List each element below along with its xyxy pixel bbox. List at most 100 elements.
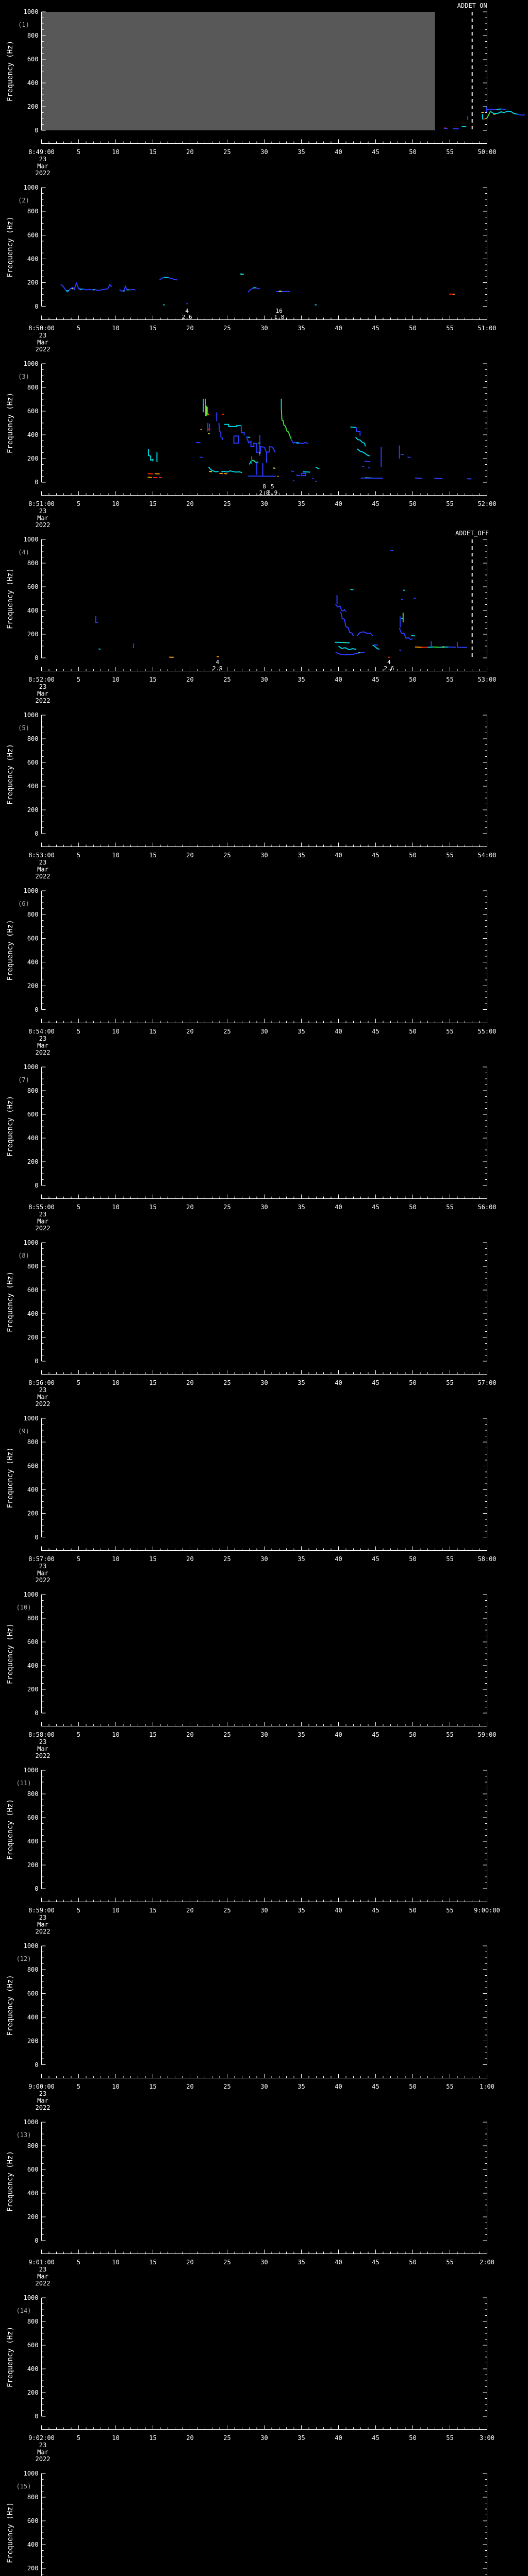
y-tick-label: 600 <box>27 1638 39 1646</box>
y-tick-label: 0 <box>35 2413 38 2420</box>
panel-index-label: (12) <box>16 1955 31 1962</box>
y-tick-label: 400 <box>27 1310 39 1317</box>
event-count-label: 8 <box>262 483 266 490</box>
detection-trace <box>401 599 403 600</box>
y-tick-label: 0 <box>35 2061 38 2069</box>
x-tick-label: 5 <box>77 1555 80 1563</box>
detection-trace <box>98 648 101 650</box>
x-tick-label: 20 <box>186 2259 193 2266</box>
x-axis-start-label: 8:55:00 <box>28 1204 55 1211</box>
x-tick-label: 25 <box>223 1379 230 1386</box>
x-tick-label: 20 <box>186 2083 193 2090</box>
y-tick-label: 1000 <box>24 887 39 894</box>
date-label: 23 <box>39 1211 46 1218</box>
x-tick-label: 20 <box>186 2434 193 2442</box>
detection-trace <box>399 649 402 651</box>
x-tick-label: 35 <box>298 1028 305 1035</box>
x-tick-label: 5 <box>77 2083 80 2090</box>
date-label: 2022 <box>36 1577 51 1583</box>
y-axis-title: Frequency (Hz) <box>6 1623 14 1684</box>
x-tick-label: 5 <box>77 325 80 332</box>
spectrogram-panel-13: 0 200 400 600 800 1000 9:01:00 5 10 15 20 25 30 35 40 4… <box>0 2110 528 2286</box>
x-tick-label: 50 <box>409 1907 416 1914</box>
x-tick-label: 15 <box>149 148 156 156</box>
y-tick-label: 800 <box>27 2142 39 2149</box>
x-axis-end-label: 2:00 <box>480 2259 494 2266</box>
x-tick-label: 45 <box>372 2434 379 2442</box>
y-tick-label: 600 <box>27 759 39 766</box>
date-label: 23 <box>39 2442 46 2449</box>
date-label: 23 <box>39 1738 46 1745</box>
panel-index-label: (1) <box>18 21 29 28</box>
x-axis-start-label: 8:49:00 <box>28 148 55 156</box>
y-tick-label: 200 <box>27 1686 39 1693</box>
x-tick-label: 15 <box>149 1379 156 1386</box>
y-tick-label: 400 <box>27 79 39 87</box>
x-tick-label: 5 <box>77 1731 80 1738</box>
date-label: Mar <box>37 866 48 873</box>
x-tick-label: 25 <box>223 1204 230 1211</box>
panel-index-label: (6) <box>18 900 29 907</box>
x-tick-label: 45 <box>372 325 379 332</box>
x-tick-label: 15 <box>149 500 156 507</box>
detection-trace <box>486 111 491 119</box>
y-tick-label: 200 <box>27 279 39 286</box>
x-tick-label: 15 <box>149 325 156 332</box>
y-tick-label: 1000 <box>24 8 39 15</box>
detection-trace <box>372 644 380 650</box>
detection-trace <box>335 641 350 643</box>
y-tick-label: 800 <box>27 1790 39 1798</box>
x-tick-label: 20 <box>186 852 193 859</box>
date-label: Mar <box>37 2273 48 2280</box>
spectrogram-panel-8: 0 200 400 600 800 1000 8:56:00 5 10 15 20 25 30 35 40 4… <box>0 1231 528 1406</box>
date-label: 2022 <box>36 1752 51 1758</box>
x-tick-label: 55 <box>446 500 453 507</box>
y-tick-label: 400 <box>27 958 39 965</box>
y-tick-label: 200 <box>27 2565 39 2572</box>
panel-index-label: (7) <box>18 1076 29 1083</box>
x-tick-label: 20 <box>186 676 193 683</box>
y-tick-label: 600 <box>27 583 39 590</box>
spectrogram-panel-5: 0 200 400 600 800 1000 8:53:00 5 10 15 20 25 30 35 40 4… <box>0 703 528 879</box>
x-tick-label: 10 <box>112 2259 119 2266</box>
y-tick-label: 800 <box>27 32 39 39</box>
x-tick-label: 35 <box>298 1907 305 1914</box>
y-tick-label: 0 <box>35 1534 38 1541</box>
date-label: Mar <box>37 1745 48 1753</box>
y-tick-label: 400 <box>27 2013 39 2021</box>
detection-trace <box>427 646 434 648</box>
date-label: 2022 <box>36 873 51 879</box>
x-tick-label: 45 <box>372 1379 379 1386</box>
x-tick-label: 25 <box>223 676 230 683</box>
y-tick-label: 200 <box>27 1510 39 1517</box>
y-tick-label: 600 <box>27 935 39 942</box>
y-tick-label: 800 <box>27 911 39 918</box>
y-tick-label: 200 <box>27 1861 39 1869</box>
detection-trace <box>399 628 413 640</box>
event-value-label: 2.9 <box>212 665 223 672</box>
y-tick-label: 400 <box>27 2541 39 2548</box>
x-tick-label: 10 <box>112 2083 119 2090</box>
detection-trace <box>159 277 178 281</box>
y-tick-label: 400 <box>27 1838 39 1845</box>
x-axis-start-label: 9:01:00 <box>28 2259 55 2266</box>
x-axis-start-label: 8:51:00 <box>28 500 55 507</box>
panel-index-label: (15) <box>16 2483 31 2490</box>
detection-trace <box>335 604 346 612</box>
x-axis-start-label: 8:52:00 <box>28 676 55 683</box>
x-tick-label: 5 <box>77 2259 80 2266</box>
spectrogram-panel-3: 0 200 400 600 800 1000 8:51:00 5 10 15 20 25 30 35 40 4… <box>0 352 528 528</box>
panel-index-label: (2) <box>18 197 29 204</box>
y-tick-label: 800 <box>27 208 39 215</box>
x-tick-label: 35 <box>298 325 305 332</box>
detection-trace <box>457 647 467 648</box>
x-axis-end-label: 50:00 <box>477 148 496 156</box>
x-tick-label: 5 <box>77 852 80 859</box>
x-tick-label: 20 <box>186 1907 193 1914</box>
x-tick-label: 20 <box>186 1555 193 1563</box>
y-tick-label: 200 <box>27 2213 39 2221</box>
date-label: 2022 <box>36 2280 51 2286</box>
detection-trace <box>356 448 370 456</box>
x-tick-label: 30 <box>260 852 268 859</box>
date-label: 2022 <box>36 2455 51 2462</box>
